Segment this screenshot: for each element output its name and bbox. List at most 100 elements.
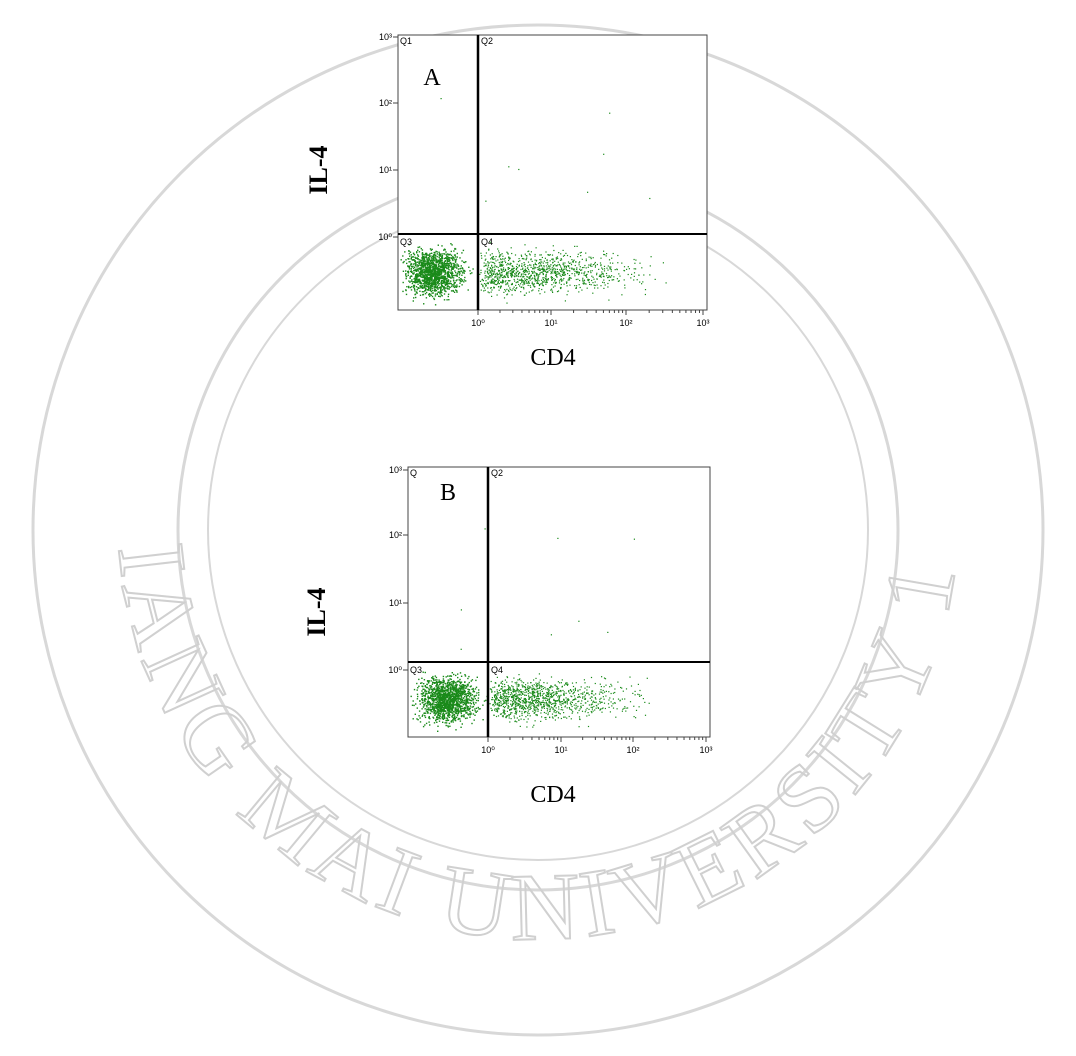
event-dot bbox=[418, 287, 420, 289]
event-dot bbox=[452, 682, 454, 684]
event-dot bbox=[422, 294, 424, 296]
event-dot bbox=[446, 703, 448, 705]
event-dot bbox=[504, 281, 506, 283]
event-dot bbox=[424, 264, 426, 267]
event-dot bbox=[451, 285, 453, 288]
event-dot bbox=[462, 707, 464, 710]
event-dot bbox=[568, 270, 570, 272]
event-dot bbox=[516, 717, 518, 719]
event-dot bbox=[455, 690, 457, 693]
event-dot bbox=[440, 262, 442, 264]
event-dot bbox=[603, 265, 606, 267]
event-dot bbox=[440, 290, 443, 292]
event-dot bbox=[625, 707, 627, 709]
event-dot bbox=[426, 261, 428, 263]
event-dot bbox=[565, 265, 567, 267]
event-dot bbox=[424, 289, 426, 292]
event-dot bbox=[518, 275, 520, 278]
event-dot bbox=[432, 678, 435, 680]
event-dot bbox=[441, 275, 444, 277]
event-dot bbox=[621, 294, 623, 296]
event-dot bbox=[413, 285, 415, 287]
event-dot bbox=[429, 702, 431, 705]
event-dot bbox=[489, 270, 492, 272]
event-dot bbox=[454, 259, 456, 261]
event-dot bbox=[582, 693, 584, 695]
event-dot bbox=[582, 280, 584, 282]
event-dot bbox=[451, 265, 453, 268]
event-dot bbox=[552, 265, 554, 267]
event-dot bbox=[441, 689, 443, 692]
event-dot bbox=[617, 280, 619, 282]
event-dot bbox=[539, 692, 541, 694]
event-dot bbox=[446, 271, 449, 273]
event-dot bbox=[440, 704, 442, 707]
event-dot bbox=[634, 690, 636, 692]
event-dot bbox=[524, 244, 526, 246]
event-dot bbox=[438, 275, 440, 277]
event-dot bbox=[461, 252, 463, 254]
event-dot bbox=[493, 272, 495, 274]
event-dot bbox=[524, 694, 526, 696]
event-dot bbox=[434, 688, 436, 691]
event-dot bbox=[592, 710, 594, 712]
event-dot bbox=[459, 672, 462, 674]
event-dot bbox=[528, 282, 530, 284]
event-dot bbox=[592, 292, 594, 294]
event-dot bbox=[538, 684, 540, 686]
event-dot bbox=[550, 276, 552, 278]
event-dot bbox=[520, 691, 523, 693]
event-dot bbox=[502, 268, 504, 271]
event-dot bbox=[449, 705, 451, 708]
event-dot bbox=[456, 265, 458, 267]
event-dot bbox=[441, 696, 443, 698]
event-dot bbox=[428, 709, 430, 711]
event-dot bbox=[456, 710, 458, 712]
event-dot bbox=[447, 271, 450, 273]
event-dot bbox=[445, 699, 447, 701]
event-dot bbox=[449, 697, 451, 699]
event-dot bbox=[453, 286, 456, 289]
event-dot bbox=[457, 264, 459, 266]
event-dot bbox=[513, 697, 515, 699]
event-dot bbox=[585, 252, 587, 254]
event-dot bbox=[451, 271, 453, 273]
event-dot bbox=[513, 708, 515, 710]
event-dot bbox=[528, 712, 530, 715]
event-dot bbox=[547, 261, 549, 263]
event-dot bbox=[453, 692, 456, 695]
event-dot bbox=[449, 682, 451, 684]
event-dot bbox=[509, 257, 511, 259]
event-dot bbox=[448, 299, 450, 301]
event-dot bbox=[487, 261, 489, 263]
event-dot bbox=[570, 262, 572, 264]
event-dot bbox=[423, 703, 425, 705]
event-dot bbox=[464, 690, 466, 693]
event-dot bbox=[420, 269, 422, 271]
event-dot bbox=[450, 263, 452, 265]
event-dot bbox=[563, 272, 565, 274]
event-dot bbox=[548, 706, 550, 708]
event-dot bbox=[439, 270, 441, 272]
event-dot bbox=[444, 289, 446, 291]
event-dot bbox=[441, 708, 443, 711]
event-dot bbox=[460, 270, 462, 272]
event-dot bbox=[581, 272, 583, 274]
event-dot bbox=[523, 258, 525, 260]
event-dot bbox=[426, 266, 429, 268]
event-dot bbox=[425, 275, 428, 278]
event-dot bbox=[518, 684, 520, 687]
event-dot bbox=[588, 279, 590, 281]
event-dot bbox=[508, 687, 510, 689]
event-dot bbox=[416, 252, 418, 254]
event-dot bbox=[426, 690, 428, 692]
event-dot bbox=[525, 699, 527, 701]
event-dot bbox=[545, 697, 547, 699]
event-dot bbox=[469, 272, 472, 275]
event-dot bbox=[461, 702, 463, 704]
event-dot bbox=[497, 715, 500, 717]
event-dot bbox=[537, 282, 540, 284]
event-dot bbox=[532, 272, 534, 274]
event-dot bbox=[575, 705, 577, 707]
event-dot bbox=[570, 703, 572, 706]
